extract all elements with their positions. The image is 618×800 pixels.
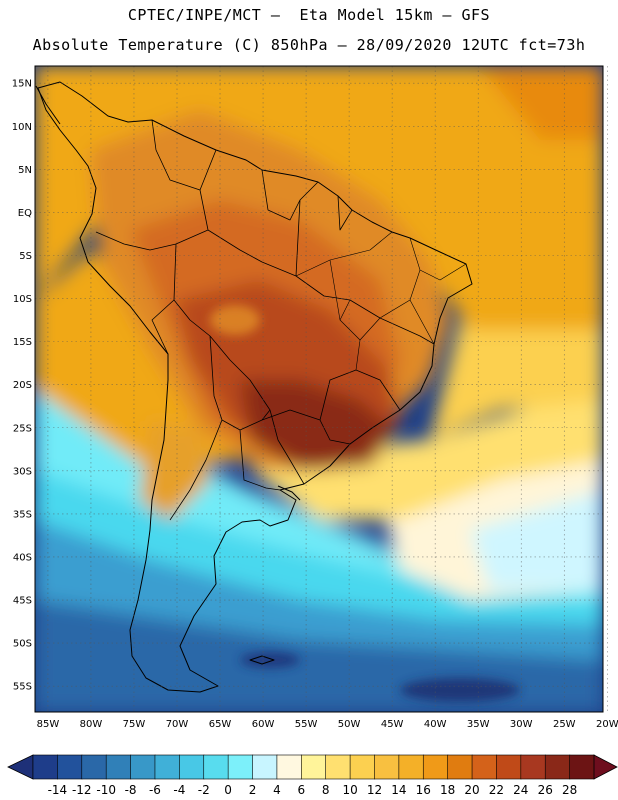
colorbar-tick-label: -8 xyxy=(125,783,137,797)
colorbar-tick-label: 10 xyxy=(342,783,357,797)
lat-tick-label: 35S xyxy=(13,509,32,520)
colorbar-swatch xyxy=(154,754,180,780)
lat-tick-label: 15N xyxy=(12,79,32,90)
lat-tick-label: 40S xyxy=(13,552,32,563)
colorbar-tick-label: 22 xyxy=(489,783,504,797)
lon-tick-label: 20W xyxy=(596,719,618,730)
lon-tick-label: 50W xyxy=(338,719,361,730)
brazil-state-borders xyxy=(295,231,467,371)
lat-tick-label: 5S xyxy=(19,251,32,262)
colorbar-tick-label: 14 xyxy=(391,783,406,797)
colorbar-swatch xyxy=(496,754,522,780)
colorbar-tick-label: 18 xyxy=(440,783,455,797)
lat-tick-label: 25S xyxy=(13,423,32,434)
colorbar-swatch xyxy=(203,754,229,780)
chart-title: CPTEC/INPE/MCT – Eta Model 15km – GFS xyxy=(127,6,491,24)
lon-tick-label: 45W xyxy=(381,719,404,730)
lon-tick-label: 60W xyxy=(252,719,275,730)
lat-tick-label: 10S xyxy=(13,294,32,305)
lon-tick-label: 25W xyxy=(553,719,576,730)
lon-tick-label: 30W xyxy=(510,719,533,730)
lon-tick-label: 35W xyxy=(467,719,490,730)
colorbar-swatch xyxy=(349,754,376,780)
local-patches xyxy=(210,305,520,702)
lon-tick-label: 85W xyxy=(37,719,60,730)
latitude-labels: 15N 10N 5N EQ 5S 10S 15S 20S 25S 30S 35S 40S 45S 50S 5… xyxy=(12,79,32,693)
lat-tick-label: 20S xyxy=(13,380,32,391)
colorbar-swatch xyxy=(398,754,424,780)
coastline-borders xyxy=(35,81,473,693)
colorbar-swatch xyxy=(422,754,449,780)
colorbar-swatch xyxy=(569,754,595,780)
colorbar-swatch xyxy=(252,754,278,780)
lat-tick-label: 10N xyxy=(12,122,32,133)
lat-tick-label: 50S xyxy=(13,639,32,650)
colorbar-swatch xyxy=(374,754,400,780)
colorbar-tick-label: 4 xyxy=(273,783,281,797)
colorbar-swatch xyxy=(81,754,107,780)
colorbar-tick-label: 2 xyxy=(249,783,257,797)
colorbar-tick-label: -14 xyxy=(48,783,68,797)
uruguay-coast xyxy=(277,485,301,501)
lat-tick-label: EQ xyxy=(18,208,32,219)
colorbar-tick-label: 12 xyxy=(367,783,382,797)
colorbar-swatch xyxy=(179,754,205,780)
lat-tick-label: 45S xyxy=(13,596,32,607)
lon-tick-label: 75W xyxy=(123,719,146,730)
lon-tick-label: 40W xyxy=(424,719,447,730)
colorbar-swatch xyxy=(227,754,254,780)
colorbar-tick-label: -12 xyxy=(72,783,92,797)
temperature-shading xyxy=(35,66,603,712)
colorbar-tick-label: 8 xyxy=(322,783,330,797)
longitude-labels: 85W 80W 75W 70W 65W 60W 55W 50W 45W 40W 35W 30W 25W 2… xyxy=(37,719,618,730)
colorbar-swatch xyxy=(130,754,156,780)
colorbar-swatch xyxy=(57,754,83,780)
lat-tick-label: 5N xyxy=(18,165,32,176)
colorbar-tick-label: -10 xyxy=(96,783,116,797)
colorbar-swatch xyxy=(276,754,302,780)
temperature-field xyxy=(35,66,603,712)
lon-tick-label: 80W xyxy=(80,719,103,730)
colorbar-tick-label: -6 xyxy=(149,783,161,797)
colorbar-tick-label: 0 xyxy=(224,783,232,797)
colorbar-under-arrow xyxy=(7,754,34,780)
colorbar-swatch xyxy=(105,754,132,780)
lon-tick-label: 55W xyxy=(295,719,318,730)
colorbar-swatch xyxy=(325,754,351,780)
colorbar-tick-label: -4 xyxy=(173,783,185,797)
graticule xyxy=(35,66,608,712)
country-borders xyxy=(95,119,435,521)
lat-tick-label: 30S xyxy=(13,466,32,477)
central-america-coast xyxy=(35,85,61,125)
colorbar-swatch xyxy=(544,754,571,780)
lat-tick-label: 15S xyxy=(13,337,32,348)
plot-frame xyxy=(34,65,604,713)
colorbar-tick-label: 24 xyxy=(513,783,528,797)
colorbar-tick-label: 28 xyxy=(562,783,577,797)
colorbar-swatch xyxy=(520,754,546,780)
colorbar-swatch xyxy=(32,754,58,780)
south-america-coastline xyxy=(37,81,473,693)
colorbar-labels: -14 -12 -10 -8 -6 -4 -2 0 2 4 6 8 10 12 14 16 18 20 22 24 26… xyxy=(48,783,578,797)
colorbar-over-arrow xyxy=(593,754,618,780)
colorbar xyxy=(7,754,618,780)
lon-tick-label: 70W xyxy=(166,719,189,730)
lon-tick-label: 65W xyxy=(209,719,232,730)
colorbar-tick-label: -2 xyxy=(198,783,210,797)
lat-tick-label: 55S xyxy=(13,682,32,693)
falkland-islands xyxy=(249,655,275,665)
colorbar-swatch xyxy=(447,754,473,780)
colorbar-swatch xyxy=(471,754,498,780)
colorbar-swatch xyxy=(301,754,327,780)
colorbar-tick-label: 20 xyxy=(464,783,479,797)
colorbar-tick-label: 26 xyxy=(538,783,553,797)
colorbar-tick-label: 16 xyxy=(416,783,431,797)
chart-subtitle: Absolute Temperature (C) 850hPa – 28/09/… xyxy=(32,36,586,54)
colorbar-tick-label: 6 xyxy=(297,783,305,797)
